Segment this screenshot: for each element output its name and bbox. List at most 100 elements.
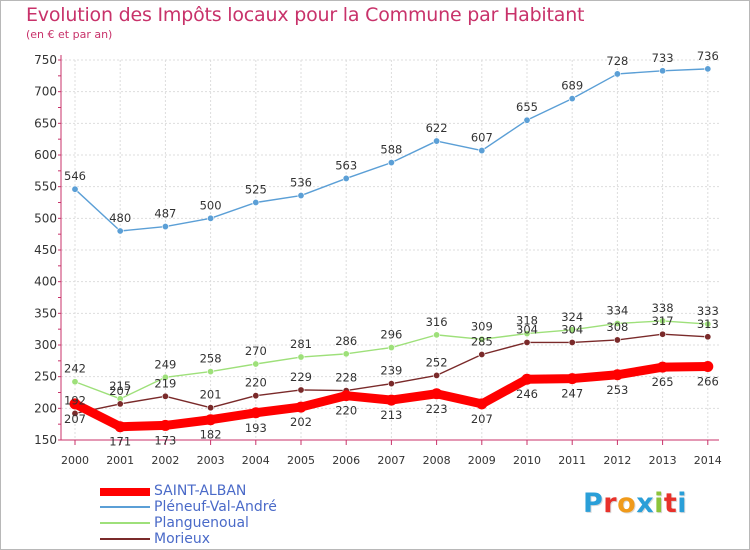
data-point (704, 333, 712, 341)
data-point (114, 421, 126, 433)
logo-letter: x (636, 488, 655, 519)
data-point (250, 407, 262, 419)
y-tick-label: 250 (34, 370, 57, 384)
data-label: 229 (290, 370, 312, 384)
data-point (659, 317, 667, 325)
legend-swatch-morieux (100, 538, 150, 540)
data-label: 689 (561, 79, 583, 93)
logo-letter: t (663, 488, 678, 519)
data-label: 607 (471, 131, 493, 145)
data-point (387, 159, 395, 167)
data-point (116, 227, 124, 235)
data-label: 736 (697, 49, 719, 63)
data-point (252, 360, 260, 368)
data-label: 733 (652, 51, 674, 65)
data-point (71, 185, 79, 193)
x-tick-label: 2008 (423, 454, 451, 467)
x-tick-label: 2012 (603, 454, 631, 467)
data-label: 333 (697, 304, 719, 318)
data-label: 246 (516, 387, 538, 401)
data-label: 313 (697, 317, 719, 331)
data-point (433, 331, 441, 339)
data-point (659, 67, 667, 75)
data-label: 316 (426, 315, 448, 329)
y-tick-label: 700 (34, 85, 57, 99)
x-tick-label: 2001 (106, 454, 134, 467)
data-point (521, 373, 533, 385)
data-label: 304 (516, 322, 538, 336)
data-point (523, 330, 531, 338)
data-label: 324 (561, 310, 583, 324)
data-point (478, 335, 486, 343)
data-point (297, 386, 305, 394)
series-lines (69, 65, 714, 433)
data-point (297, 192, 305, 200)
data-point (523, 338, 531, 346)
data-label: 266 (697, 375, 719, 389)
data-point (71, 409, 79, 417)
data-label: 242 (64, 362, 86, 376)
logo-letter: i (654, 488, 664, 519)
data-point (71, 378, 79, 386)
y-tick-label: 650 (34, 116, 57, 130)
x-tick-label: 2014 (694, 454, 722, 467)
legend-label: SAINT-ALBAN (154, 483, 247, 499)
data-point (523, 116, 531, 124)
data-point (205, 414, 217, 426)
chart-title: Evolution des Impôts locaux pour la Comm… (26, 4, 585, 26)
data-label: 525 (245, 183, 267, 197)
data-label: 207 (109, 384, 131, 398)
data-label: 239 (380, 364, 402, 378)
data-point (342, 350, 350, 358)
data-label: 334 (606, 303, 628, 317)
data-label: 207 (64, 412, 86, 426)
data-point (433, 371, 441, 379)
data-label: 247 (561, 387, 583, 401)
data-point (340, 390, 352, 402)
x-tick-label: 2002 (151, 454, 179, 467)
y-tick-label: 350 (34, 306, 57, 320)
data-label: 202 (290, 415, 312, 429)
data-label: 252 (426, 355, 448, 369)
data-point (704, 65, 712, 73)
legend-label: Planguenoual (154, 515, 249, 531)
data-label: 192 (64, 393, 86, 407)
data-point (568, 338, 576, 346)
y-tick-label: 300 (34, 338, 57, 352)
data-point (387, 344, 395, 352)
logo-letter: P (583, 488, 604, 519)
data-point (476, 398, 488, 410)
data-point (702, 361, 714, 373)
y-tick-label: 750 (34, 53, 57, 67)
legend-swatch-saint-alban (100, 488, 150, 496)
data-point (433, 137, 441, 145)
data-label: 500 (200, 198, 222, 212)
data-point (159, 419, 171, 431)
data-point (252, 199, 260, 207)
data-label: 193 (245, 421, 267, 435)
x-tick-label: 2004 (242, 454, 270, 467)
data-point (116, 400, 124, 408)
data-label: 223 (426, 402, 448, 416)
x-tick-label: 2000 (61, 454, 89, 467)
data-point (568, 95, 576, 103)
data-point (704, 320, 712, 328)
y-tick-label: 200 (34, 401, 57, 415)
data-label: 622 (426, 121, 448, 135)
data-label: 309 (471, 319, 493, 333)
data-label: 249 (154, 357, 176, 371)
y-tick-label: 550 (34, 180, 57, 194)
data-point (342, 174, 350, 182)
y-tick-label: 500 (34, 211, 57, 225)
data-label: 173 (154, 433, 176, 447)
y-tick-label: 150 (34, 433, 57, 447)
data-label: 219 (154, 376, 176, 390)
logo-letter: o (617, 488, 637, 519)
data-point (659, 330, 667, 338)
data-point (613, 336, 621, 344)
data-label: 258 (200, 352, 222, 366)
data-label: 338 (652, 301, 674, 315)
data-label: 588 (380, 143, 402, 157)
data-label: 253 (606, 383, 628, 397)
x-tick-label: 2011 (558, 454, 586, 467)
